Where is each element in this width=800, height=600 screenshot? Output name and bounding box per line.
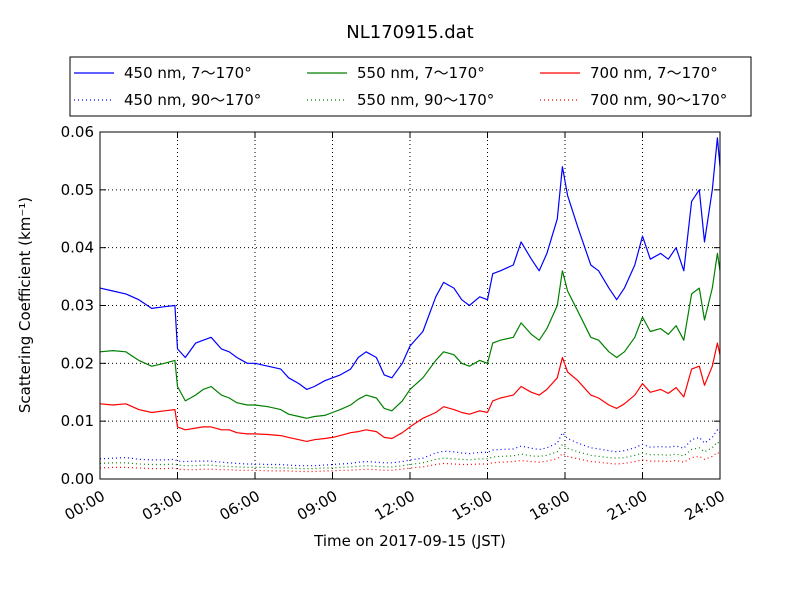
y-tick-label: 0.02 [61,354,94,372]
chart-title: NL170915.dat [346,22,473,43]
legend-label-5: 700 nm, 7～170° [590,64,718,82]
ticks [99,131,721,480]
series-line-5 [99,342,721,442]
grid [100,132,720,479]
x-tick-label: 18:00 [527,487,573,524]
x-tick-label: 12:00 [372,487,418,524]
series-line-3 [99,252,721,419]
legend-label-4: 550 nm, 90～170° [357,91,494,109]
plot-lines [99,137,721,473]
y-tick-label: 0.06 [61,123,94,141]
x-tick-label: 15:00 [449,487,495,524]
x-tick-label: 21:00 [604,487,650,524]
y-axis-tick-labels: 0.00 0.01 0.02 0.03 0.04 0.05 0.06 [61,123,94,488]
x-tick-label: 00:00 [62,487,108,524]
x-axis-title: Time on 2017-09-15 (JST) [313,532,506,550]
y-tick-label: 0.01 [61,412,94,430]
x-tick-label: 09:00 [294,487,340,524]
x-tick-label: 24:00 [682,487,728,524]
y-tick-label: 0.05 [61,181,94,199]
legend-label-2: 450 nm, 90～170° [124,91,261,109]
y-tick-label: 0.03 [61,297,94,315]
series-line-6 [99,451,721,473]
legend-label-3: 550 nm, 7～170° [357,64,485,82]
y-tick-label: 0.00 [61,470,94,488]
legend-label-6: 700 nm, 90～170° [590,91,727,109]
x-tick-label: 03:00 [139,487,185,524]
y-tick-label: 0.04 [61,239,94,257]
legend: 450 nm, 7～170° 450 nm, 90～170° 550 nm, 7～1… [69,56,752,117]
series-line-1 [99,137,721,390]
legend-box [69,56,752,117]
y-axis-title: Scattering Coefficient (km⁻¹) [16,197,34,413]
x-tick-label: 06:00 [217,487,263,524]
legend-label-1: 450 nm, 7～170° [124,64,252,82]
x-axis-tick-labels: 00:00 03:00 06:00 09:00 12:00 15:00 18:00 21:00… [62,487,728,524]
